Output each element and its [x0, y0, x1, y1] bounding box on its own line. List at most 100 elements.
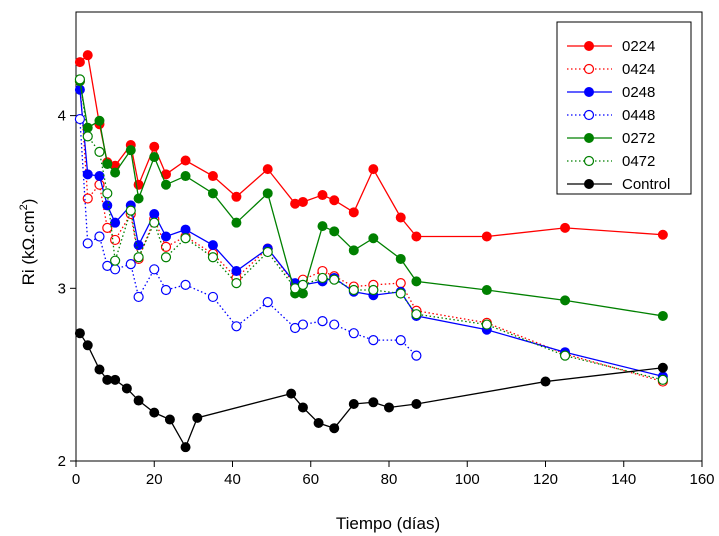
- data-point-0424: [82, 193, 93, 204]
- data-point-control: [384, 402, 394, 413]
- data-point-0272: [125, 145, 136, 156]
- data-point-control: [329, 423, 340, 434]
- data-point-0224: [262, 164, 273, 175]
- legend-label-0224: 0224: [622, 38, 655, 55]
- legend-label-0248: 0248: [622, 84, 655, 101]
- data-point-0272: [348, 245, 359, 256]
- data-point-0424: [102, 222, 113, 233]
- data-point-control: [133, 395, 144, 406]
- legend-marker-0248: [584, 87, 594, 97]
- data-point-0472: [180, 233, 191, 244]
- data-point-control: [164, 414, 175, 425]
- data-point-0224: [560, 222, 571, 233]
- data-point-0448: [82, 238, 93, 249]
- data-point-control: [297, 402, 308, 413]
- data-point-control: [82, 340, 93, 351]
- data-point-0224: [297, 196, 308, 207]
- data-point-0248: [94, 171, 105, 182]
- axes: 0 20 40 60 80 100 120 140 160 2 3 4: [58, 11, 715, 488]
- data-point-0424: [160, 241, 172, 252]
- data-point-0272: [94, 115, 105, 126]
- legend-marker-0424: [583, 63, 595, 75]
- data-point-0272: [262, 188, 273, 199]
- data-point-control: [286, 388, 297, 399]
- data-point-0448: [180, 279, 191, 290]
- y-axis-title-close: ): [19, 199, 38, 205]
- legend-label-0472: 0472: [622, 153, 655, 170]
- data-point-0472: [231, 278, 242, 289]
- series-control: [74, 328, 668, 453]
- x-tick-label: 120: [533, 471, 558, 488]
- series-layer: [74, 50, 668, 453]
- data-point-control: [94, 364, 105, 375]
- data-point-0248: [149, 209, 160, 220]
- data-point-0272: [102, 158, 113, 169]
- data-point-0424: [395, 278, 406, 289]
- data-point-0272: [329, 226, 340, 237]
- data-point-control: [540, 376, 551, 387]
- data-point-0448: [348, 328, 359, 339]
- x-tick-label: 60: [302, 471, 319, 488]
- data-point-0472: [297, 279, 309, 290]
- data-point-0448: [125, 259, 136, 270]
- data-point-0248: [110, 217, 121, 228]
- data-point-0472: [133, 252, 144, 263]
- data-point-0272: [317, 221, 328, 232]
- data-point-control: [313, 418, 324, 429]
- data-point-0248: [231, 266, 242, 277]
- y-axis-title-main: Ri (kΩ.cm: [19, 210, 38, 285]
- legend: 0224 0424 0248 0448 0272 0472 Control: [556, 21, 692, 195]
- data-point-0448: [94, 231, 105, 242]
- data-point-0448: [395, 335, 406, 346]
- data-point-0272: [231, 217, 242, 228]
- data-point-control: [121, 383, 132, 394]
- data-point-0472: [160, 252, 172, 263]
- data-point-0472: [110, 255, 121, 266]
- y-axis-title: Ri (kΩ.cm2): [18, 199, 38, 286]
- data-point-0224: [411, 231, 422, 242]
- x-tick-label: 80: [381, 471, 398, 488]
- data-point-0248: [180, 224, 191, 235]
- data-point-0472: [74, 74, 86, 85]
- data-point-0448: [329, 319, 340, 330]
- data-point-0448: [74, 113, 86, 125]
- series-0472: [74, 74, 668, 385]
- data-point-0272: [82, 122, 93, 133]
- y-tick-label: 3: [58, 280, 66, 297]
- data-point-0448: [207, 291, 219, 303]
- x-tick-label: 140: [611, 471, 636, 488]
- legend-marker-0448: [583, 109, 595, 121]
- data-point-0272: [481, 285, 492, 296]
- data-point-0472: [481, 319, 492, 330]
- data-point-0448: [160, 284, 172, 296]
- data-point-0472: [262, 246, 273, 258]
- data-point-0472: [207, 252, 219, 263]
- data-point-0224: [74, 57, 85, 68]
- y-tick-label: 4: [58, 108, 66, 125]
- legend-label-0272: 0272: [622, 130, 655, 147]
- data-point-0472: [329, 274, 340, 285]
- data-point-0224: [149, 141, 160, 152]
- data-point-0248: [133, 240, 144, 251]
- legend-item-control: Control: [567, 176, 670, 193]
- data-point-0272: [149, 152, 160, 163]
- data-point-0424: [110, 234, 121, 246]
- x-tick-label: 40: [224, 471, 241, 488]
- data-point-0224: [231, 191, 242, 202]
- data-point-0272: [110, 167, 121, 178]
- data-point-control: [110, 374, 121, 385]
- data-point-0448: [149, 264, 160, 275]
- y-axis-title-superscript: 2: [18, 204, 30, 210]
- data-point-0272: [411, 276, 422, 287]
- legend-marker-control: [584, 179, 594, 189]
- legend-label-0424: 0424: [622, 61, 655, 78]
- x-tick-label: 20: [146, 471, 163, 488]
- x-axis-title: Tiempo (días): [336, 514, 440, 533]
- data-point-0248: [82, 169, 93, 180]
- data-point-control: [657, 362, 668, 373]
- data-point-0448: [297, 319, 309, 330]
- data-point-0472: [94, 146, 105, 157]
- legend-item-0272: 0272: [567, 130, 655, 147]
- series-0448: [74, 113, 422, 361]
